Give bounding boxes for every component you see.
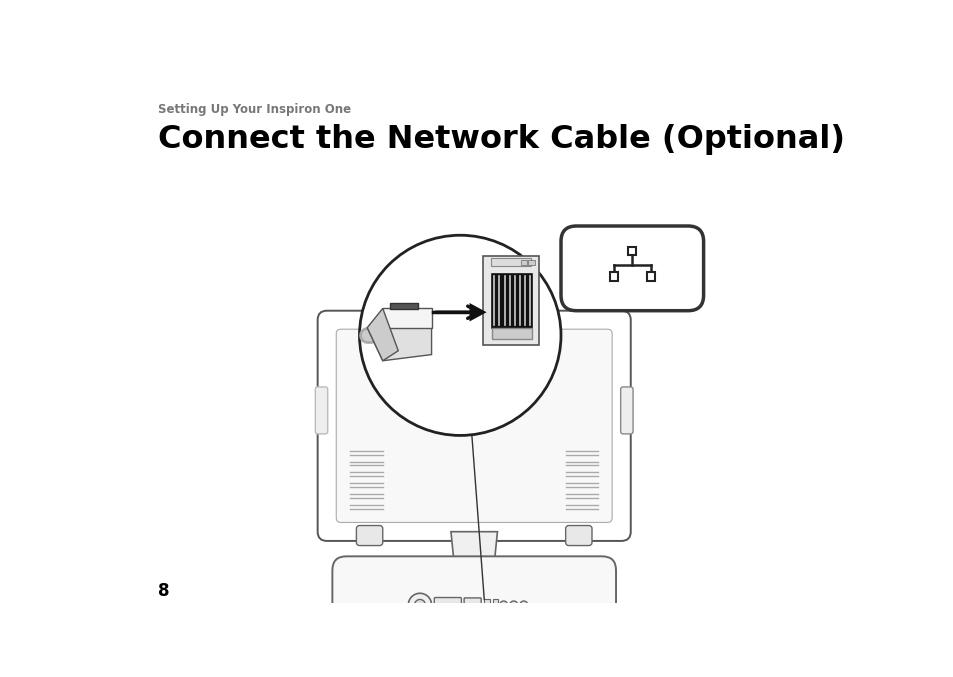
FancyBboxPatch shape: [332, 556, 616, 649]
Text: Connect the Network Cable (Optional): Connect the Network Cable (Optional): [158, 124, 844, 154]
Polygon shape: [646, 272, 654, 281]
Polygon shape: [484, 599, 489, 610]
FancyBboxPatch shape: [620, 387, 633, 434]
FancyBboxPatch shape: [560, 226, 703, 311]
Text: Setting Up Your Inspiron One: Setting Up Your Inspiron One: [158, 103, 351, 116]
FancyBboxPatch shape: [434, 598, 461, 612]
Polygon shape: [367, 328, 431, 361]
Polygon shape: [492, 274, 532, 328]
Polygon shape: [367, 309, 397, 361]
Text: 8: 8: [158, 582, 170, 600]
Polygon shape: [367, 309, 431, 328]
Polygon shape: [528, 260, 534, 265]
Polygon shape: [451, 531, 497, 570]
Circle shape: [415, 599, 425, 610]
FancyBboxPatch shape: [335, 329, 612, 523]
Polygon shape: [628, 247, 636, 255]
Polygon shape: [493, 599, 497, 610]
Circle shape: [359, 235, 560, 435]
Polygon shape: [491, 259, 530, 266]
Polygon shape: [483, 256, 537, 345]
Polygon shape: [520, 260, 526, 265]
FancyBboxPatch shape: [464, 598, 480, 612]
Polygon shape: [492, 328, 532, 339]
Polygon shape: [390, 303, 417, 309]
FancyBboxPatch shape: [315, 387, 328, 434]
Circle shape: [499, 601, 507, 609]
FancyBboxPatch shape: [356, 525, 382, 546]
Polygon shape: [609, 272, 617, 281]
FancyBboxPatch shape: [317, 311, 630, 541]
Circle shape: [408, 593, 431, 616]
Polygon shape: [469, 303, 486, 322]
Circle shape: [519, 601, 527, 609]
FancyBboxPatch shape: [565, 525, 592, 546]
Circle shape: [509, 601, 517, 609]
